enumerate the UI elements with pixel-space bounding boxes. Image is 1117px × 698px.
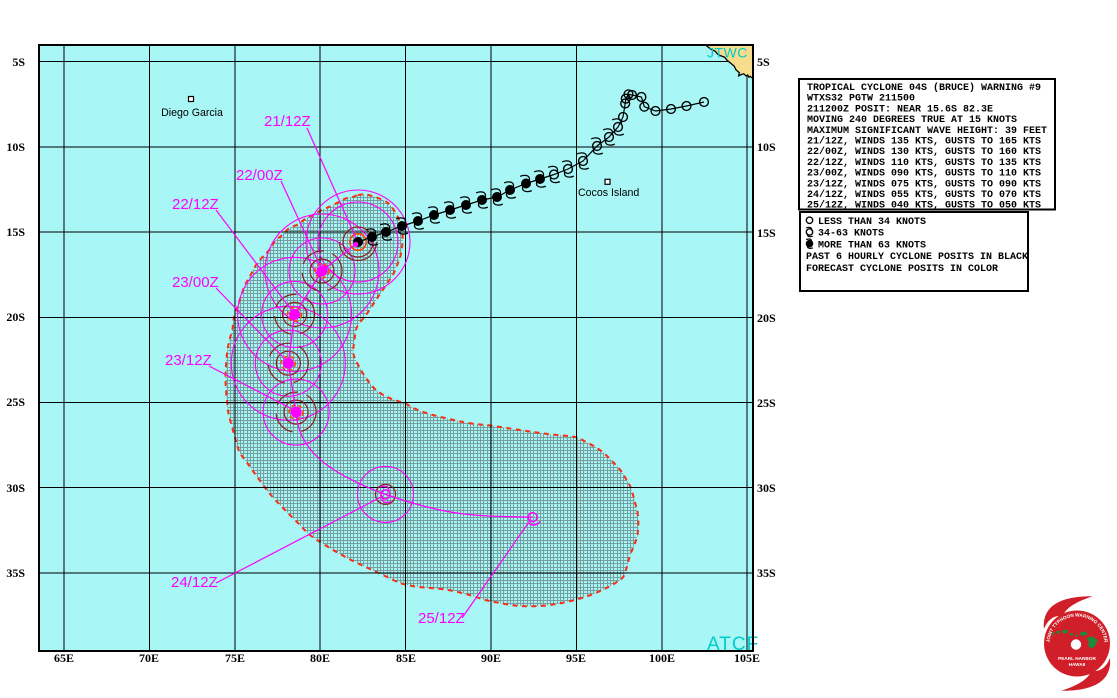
- svg-text:WTXS32 PGTW 211500: WTXS32 PGTW 211500: [807, 94, 915, 105]
- svg-text:LESS THAN 34 KNOTS: LESS THAN 34 KNOTS: [818, 217, 926, 228]
- svg-text:HAWAII: HAWAII: [1069, 662, 1086, 667]
- svg-text:MAXIMUM SIGNIFICANT WAVE HEIGH: MAXIMUM SIGNIFICANT WAVE HEIGHT: 39 FEET: [807, 126, 1047, 137]
- svg-text:Cocos Island: Cocos Island: [578, 187, 639, 199]
- svg-text:25/12Z: 25/12Z: [418, 610, 465, 627]
- svg-text:30S: 30S: [6, 481, 25, 495]
- svg-text:65E: 65E: [54, 651, 74, 665]
- svg-text:MORE THAN 63 KNOTS: MORE THAN 63 KNOTS: [818, 240, 926, 251]
- svg-text:23/12Z: 23/12Z: [165, 352, 212, 369]
- svg-text:22/12Z, WINDS 110 KTS, GUSTS T: 22/12Z, WINDS 110 KTS, GUSTS TO 135 KTS: [807, 157, 1041, 169]
- svg-text:75E: 75E: [225, 651, 245, 665]
- svg-text:FORECAST CYCLONE POSITS IN COL: FORECAST CYCLONE POSITS IN COLOR: [806, 264, 998, 275]
- svg-text:90E: 90E: [481, 651, 501, 665]
- svg-text:20S: 20S: [6, 310, 25, 324]
- svg-text:ATCF: ATCF: [707, 634, 759, 655]
- svg-text:25S: 25S: [757, 396, 776, 410]
- svg-text:15S: 15S: [757, 226, 776, 240]
- svg-text:23/00Z, WINDS 090 KTS, GUSTS T: 23/00Z, WINDS 090 KTS, GUSTS TO 110 KTS: [807, 168, 1041, 180]
- svg-text:211200Z POSIT: NEAR 15.6S 82.3: 211200Z POSIT: NEAR 15.6S 82.3E: [807, 104, 993, 115]
- svg-text:24/12Z, WINDS 055 KTS, GUSTS T: 24/12Z, WINDS 055 KTS, GUSTS TO 070 KTS: [807, 189, 1041, 201]
- svg-text:35S: 35S: [757, 566, 776, 580]
- svg-text:35S: 35S: [6, 566, 25, 580]
- svg-text:24/12Z: 24/12Z: [171, 574, 218, 591]
- svg-text:10S: 10S: [757, 140, 776, 154]
- svg-text:70E: 70E: [139, 651, 159, 665]
- svg-text:105E: 105E: [734, 651, 760, 665]
- svg-text:10S: 10S: [6, 140, 25, 154]
- svg-text:TROPICAL CYCLONE 04S (BRUCE) W: TROPICAL CYCLONE 04S (BRUCE) WARNING #9: [807, 82, 1041, 94]
- svg-text:JTWC: JTWC: [707, 45, 748, 61]
- svg-text:25S: 25S: [6, 395, 25, 409]
- svg-text:30S: 30S: [757, 481, 776, 495]
- svg-text:85E: 85E: [396, 651, 416, 665]
- svg-text:34-63 KNOTS: 34-63 KNOTS: [818, 229, 884, 240]
- svg-text:5S: 5S: [12, 55, 25, 69]
- svg-text:PEARL HARBOR: PEARL HARBOR: [1058, 656, 1096, 661]
- svg-text:5S: 5S: [757, 55, 770, 69]
- svg-text:100E: 100E: [649, 651, 675, 665]
- svg-text:22/12Z: 22/12Z: [172, 196, 219, 213]
- svg-text:PAST 6 HOURLY CYCLONE POSITS I: PAST 6 HOURLY CYCLONE POSITS IN BLACK: [806, 252, 1028, 263]
- svg-text:22/00Z: 22/00Z: [236, 167, 283, 184]
- svg-text:23/12Z, WINDS 075 KTS, GUSTS T: 23/12Z, WINDS 075 KTS, GUSTS TO 090 KTS: [807, 178, 1041, 190]
- svg-text:80E: 80E: [310, 651, 330, 665]
- svg-text:21/12Z, WINDS 135 KTS, GUSTS T: 21/12Z, WINDS 135 KTS, GUSTS TO 165 KTS: [807, 136, 1041, 148]
- svg-text:22/00Z, WINDS 130 KTS, GUSTS T: 22/00Z, WINDS 130 KTS, GUSTS TO 160 KTS: [807, 146, 1041, 158]
- svg-text:Diego Garcia: Diego Garcia: [161, 107, 223, 119]
- svg-text:21/12Z: 21/12Z: [264, 113, 311, 130]
- svg-text:23/00Z: 23/00Z: [172, 274, 219, 291]
- svg-text:25/12Z, WINDS 040 KTS, GUSTS T: 25/12Z, WINDS 040 KTS, GUSTS TO 050 KTS: [807, 200, 1041, 212]
- svg-text:20S: 20S: [757, 311, 776, 325]
- svg-text:95E: 95E: [566, 651, 586, 665]
- svg-text:15S: 15S: [6, 225, 25, 239]
- svg-text:MOVING 240 DEGREES TRUE AT 15: MOVING 240 DEGREES TRUE AT 15 KNOTS: [807, 115, 1017, 126]
